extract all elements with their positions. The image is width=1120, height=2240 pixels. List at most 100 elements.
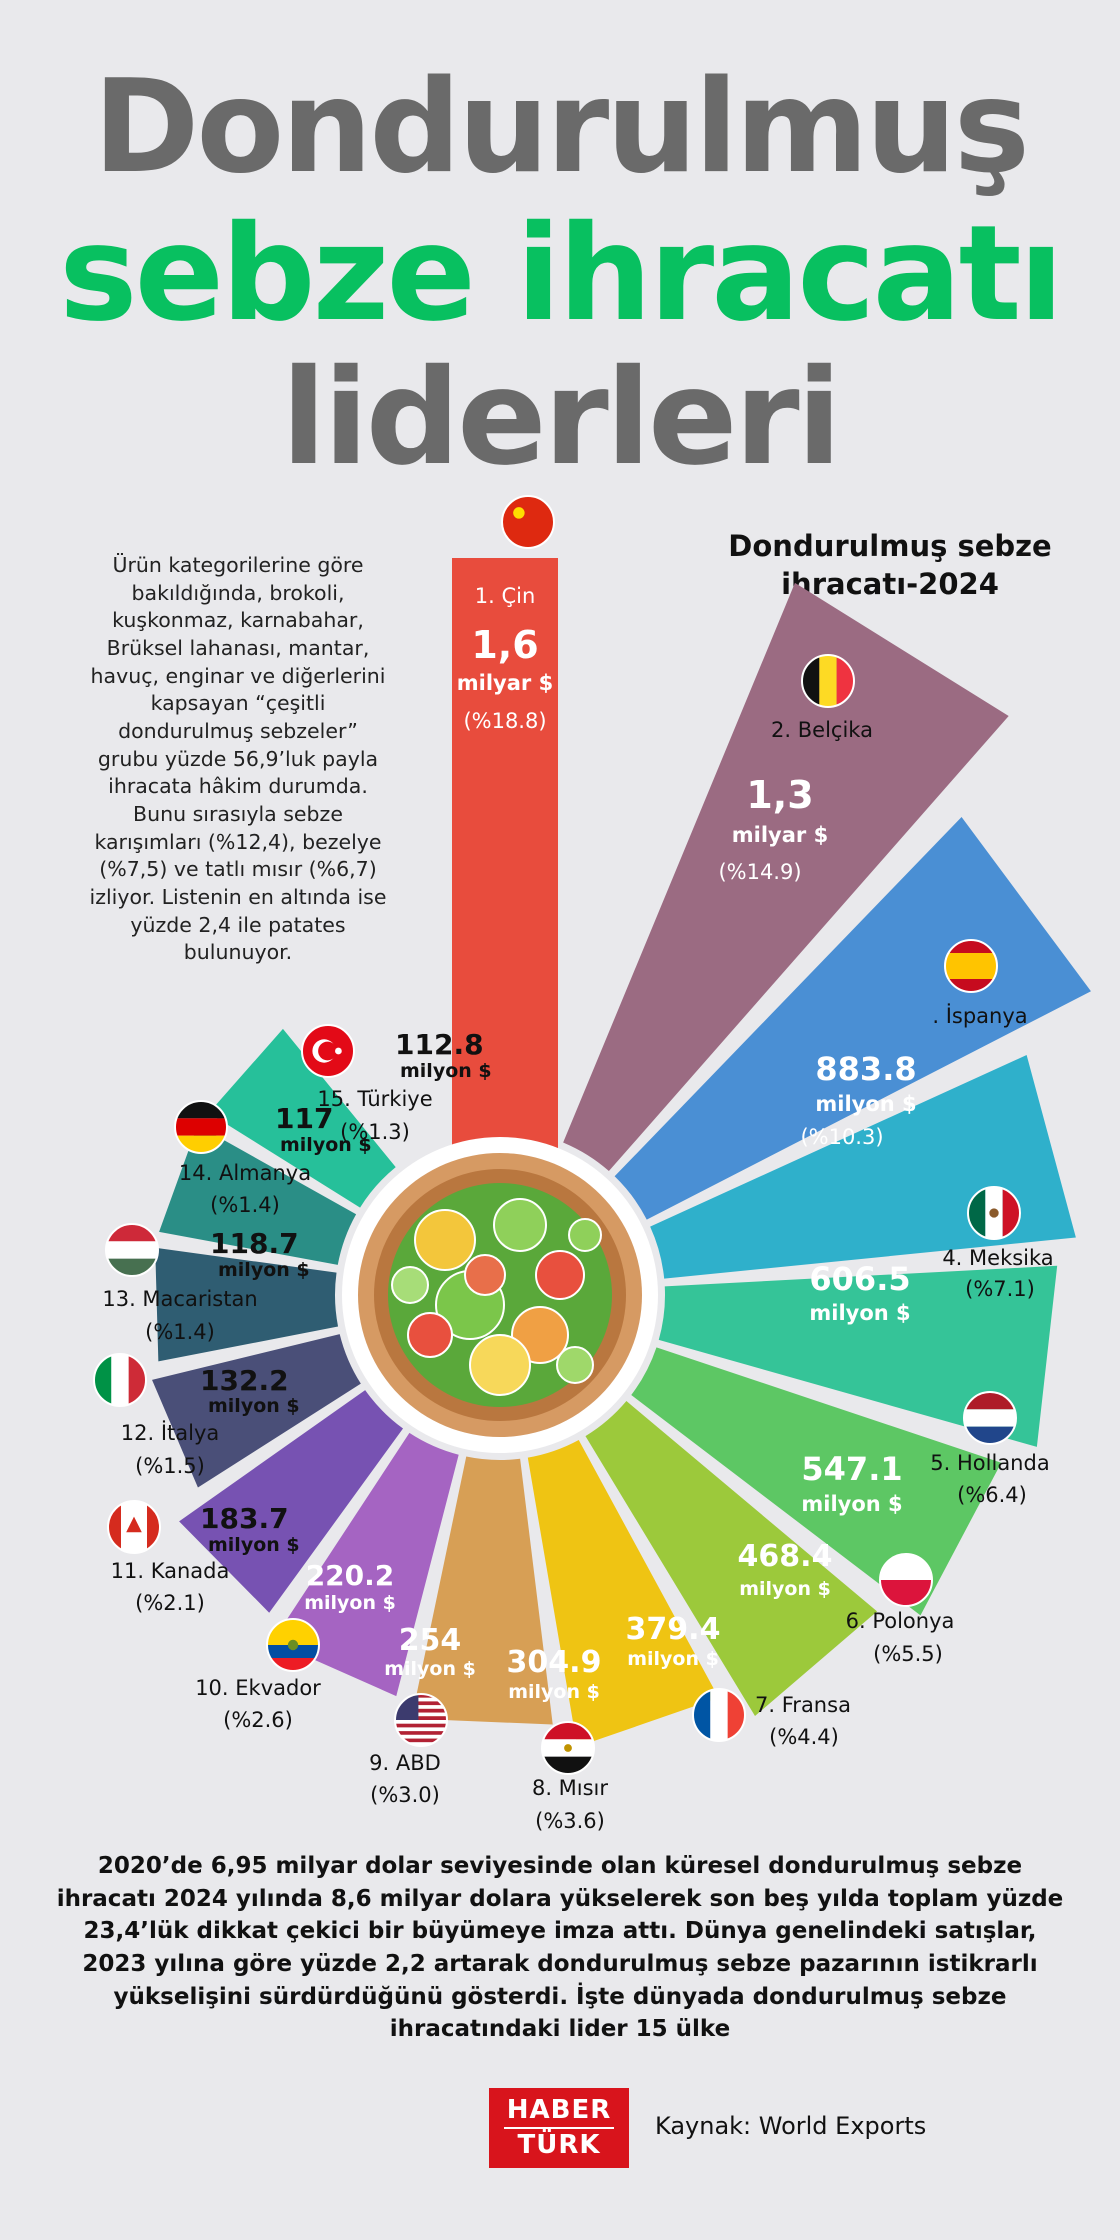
rank-label-11: 11. Kanada bbox=[111, 1559, 230, 1583]
belgium-flag bbox=[801, 654, 855, 708]
poland-flag bbox=[879, 1553, 933, 1607]
value-label-1: 1,6 bbox=[471, 623, 538, 667]
unit-label-6: milyon $ bbox=[739, 1578, 831, 1600]
unit-label-5: milyon $ bbox=[801, 1492, 902, 1516]
spain-flag bbox=[944, 939, 998, 993]
share-label-11: (%2.1) bbox=[135, 1591, 205, 1615]
unit-label-10: milyon $ bbox=[304, 1592, 396, 1614]
value-label-12: 132.2 bbox=[200, 1364, 289, 1397]
egypt-flag bbox=[541, 1721, 595, 1775]
bar-7 bbox=[585, 1401, 878, 1717]
title-line-1: Dondurulmuş bbox=[93, 53, 1030, 202]
mexico-flag bbox=[967, 1186, 1021, 1240]
share-label-13: (%1.4) bbox=[145, 1320, 215, 1344]
share-label-6: (%5.5) bbox=[873, 1642, 943, 1666]
value-label-3: 883.8 bbox=[815, 1050, 916, 1088]
rank-label-9: 9. ABD bbox=[369, 1751, 441, 1775]
rank-label-4: 4. Meksika bbox=[942, 1246, 1053, 1270]
unit-label-7: milyon $ bbox=[627, 1648, 719, 1670]
value-label-5: 547.1 bbox=[801, 1450, 902, 1488]
footer-paragraph: 2020’de 6,95 milyar dolar seviyesinde ol… bbox=[56, 1853, 1064, 2043]
share-label-15: (%1.3) bbox=[340, 1120, 410, 1144]
value-label-13: 118.7 bbox=[210, 1227, 299, 1260]
value-label-2: 1,3 bbox=[746, 773, 813, 817]
value-label-9: 254 bbox=[399, 1623, 462, 1658]
value-label-10: 220.2 bbox=[306, 1559, 395, 1592]
netherlands-flag bbox=[963, 1391, 1017, 1445]
bar-13 bbox=[155, 1247, 339, 1362]
value-label-4: 606.5 bbox=[809, 1260, 910, 1298]
value-label-11: 183.7 bbox=[200, 1502, 289, 1535]
bar-14 bbox=[159, 1125, 357, 1265]
france-flag bbox=[692, 1688, 746, 1742]
hungary-flag bbox=[105, 1223, 159, 1277]
rank-label-14: 14. Almanya bbox=[179, 1161, 311, 1185]
logo-divider bbox=[504, 2127, 614, 2129]
canada-flag bbox=[107, 1500, 161, 1554]
share-label-9: (%3.0) bbox=[370, 1783, 440, 1807]
share-label-5: (%6.4) bbox=[957, 1483, 1027, 1507]
salad-bowl-illustration bbox=[358, 1153, 642, 1437]
share-label-8: (%3.6) bbox=[535, 1809, 605, 1833]
bar-5 bbox=[658, 1265, 1058, 1447]
bar-8 bbox=[527, 1440, 719, 1747]
ecuador-flag bbox=[266, 1618, 320, 1672]
value-label-14: 117 bbox=[275, 1102, 333, 1135]
unit-label-13: milyon $ bbox=[218, 1259, 310, 1281]
share-label-4: (%7.1) bbox=[965, 1277, 1035, 1301]
share-label-1: (%18.8) bbox=[463, 709, 546, 733]
logo-line-2: TÜRK bbox=[517, 2130, 601, 2160]
share-label-12: (%1.5) bbox=[135, 1454, 205, 1478]
value-label-6: 468.4 bbox=[738, 1539, 833, 1574]
logo-line-1: HABER bbox=[506, 2095, 612, 2126]
unit-label-12: milyon $ bbox=[208, 1395, 300, 1417]
rank-label-5: 5. Hollanda bbox=[930, 1451, 1049, 1475]
share-label-14: (%1.4) bbox=[210, 1193, 280, 1217]
bar-15 bbox=[208, 1028, 396, 1208]
unit-label-9: milyon $ bbox=[384, 1658, 476, 1680]
radial-bar-chart: 1. Çin 1,6 milyar $ (%18.8) 2. Belçika 1,3 mil… bbox=[93, 495, 1091, 1833]
italy-flag bbox=[93, 1353, 147, 1407]
chart-title: Dondurulmuş sebze ihracatı-2024 bbox=[728, 529, 1052, 601]
title-line-2: sebze ihracatı bbox=[59, 197, 1064, 351]
bar-10 bbox=[272, 1432, 459, 1697]
value-label-8: 304.9 bbox=[507, 1645, 602, 1680]
unit-label-15: milyon $ bbox=[400, 1060, 492, 1082]
rank-label-15: 15. Türkiye bbox=[317, 1087, 432, 1111]
share-label-2: (%14.9) bbox=[718, 860, 801, 884]
haberturk-logo: HABER TÜRK bbox=[489, 2088, 629, 2168]
rank-label-12: 12. İtalya bbox=[121, 1420, 220, 1445]
bar-6 bbox=[631, 1347, 1002, 1616]
turkey-flag bbox=[301, 1024, 355, 1078]
unit-label-1: milyar $ bbox=[457, 671, 553, 695]
bar-11 bbox=[179, 1390, 404, 1613]
unit-label-4: milyon $ bbox=[809, 1301, 910, 1325]
share-label-7: (%4.4) bbox=[769, 1725, 839, 1749]
rank-label-7: 7. Fransa bbox=[755, 1693, 851, 1717]
rank-label-13: 13. Macaristan bbox=[102, 1287, 257, 1311]
rank-label-6: 6. Polonya bbox=[846, 1609, 955, 1633]
title-line-3: liderleri bbox=[281, 341, 842, 495]
intro-paragraph: Ürün kategorilerine göre bakıldığında, b… bbox=[89, 553, 387, 965]
bar-3 bbox=[614, 817, 1091, 1220]
rank-label-8: 8. Mısır bbox=[532, 1776, 608, 1800]
rank-label-1: 1. Çin bbox=[475, 584, 536, 608]
rank-label-2: 2. Belçika bbox=[771, 718, 873, 742]
source-credit: Kaynak: World Exports bbox=[655, 2112, 927, 2140]
unit-label-2: milyar $ bbox=[732, 823, 828, 847]
rank-label-3: . İspanya bbox=[932, 1003, 1027, 1028]
unit-label-8: milyon $ bbox=[508, 1681, 600, 1703]
value-label-7: 379.4 bbox=[626, 1612, 721, 1647]
unit-label-11: milyon $ bbox=[208, 1534, 300, 1556]
rank-label-10: 10. Ekvador bbox=[195, 1676, 321, 1700]
bar-9 bbox=[411, 1456, 553, 1725]
germany-flag bbox=[174, 1100, 228, 1154]
share-label-10: (%2.6) bbox=[223, 1708, 293, 1732]
value-label-15: 112.8 bbox=[395, 1028, 484, 1061]
unit-label-14: milyon $ bbox=[280, 1134, 372, 1156]
china-flag bbox=[501, 495, 555, 549]
share-label-3: (%10.3) bbox=[800, 1125, 883, 1149]
bar-12 bbox=[152, 1334, 361, 1488]
unit-label-3: milyon $ bbox=[815, 1092, 916, 1116]
usa-flag bbox=[394, 1693, 448, 1747]
